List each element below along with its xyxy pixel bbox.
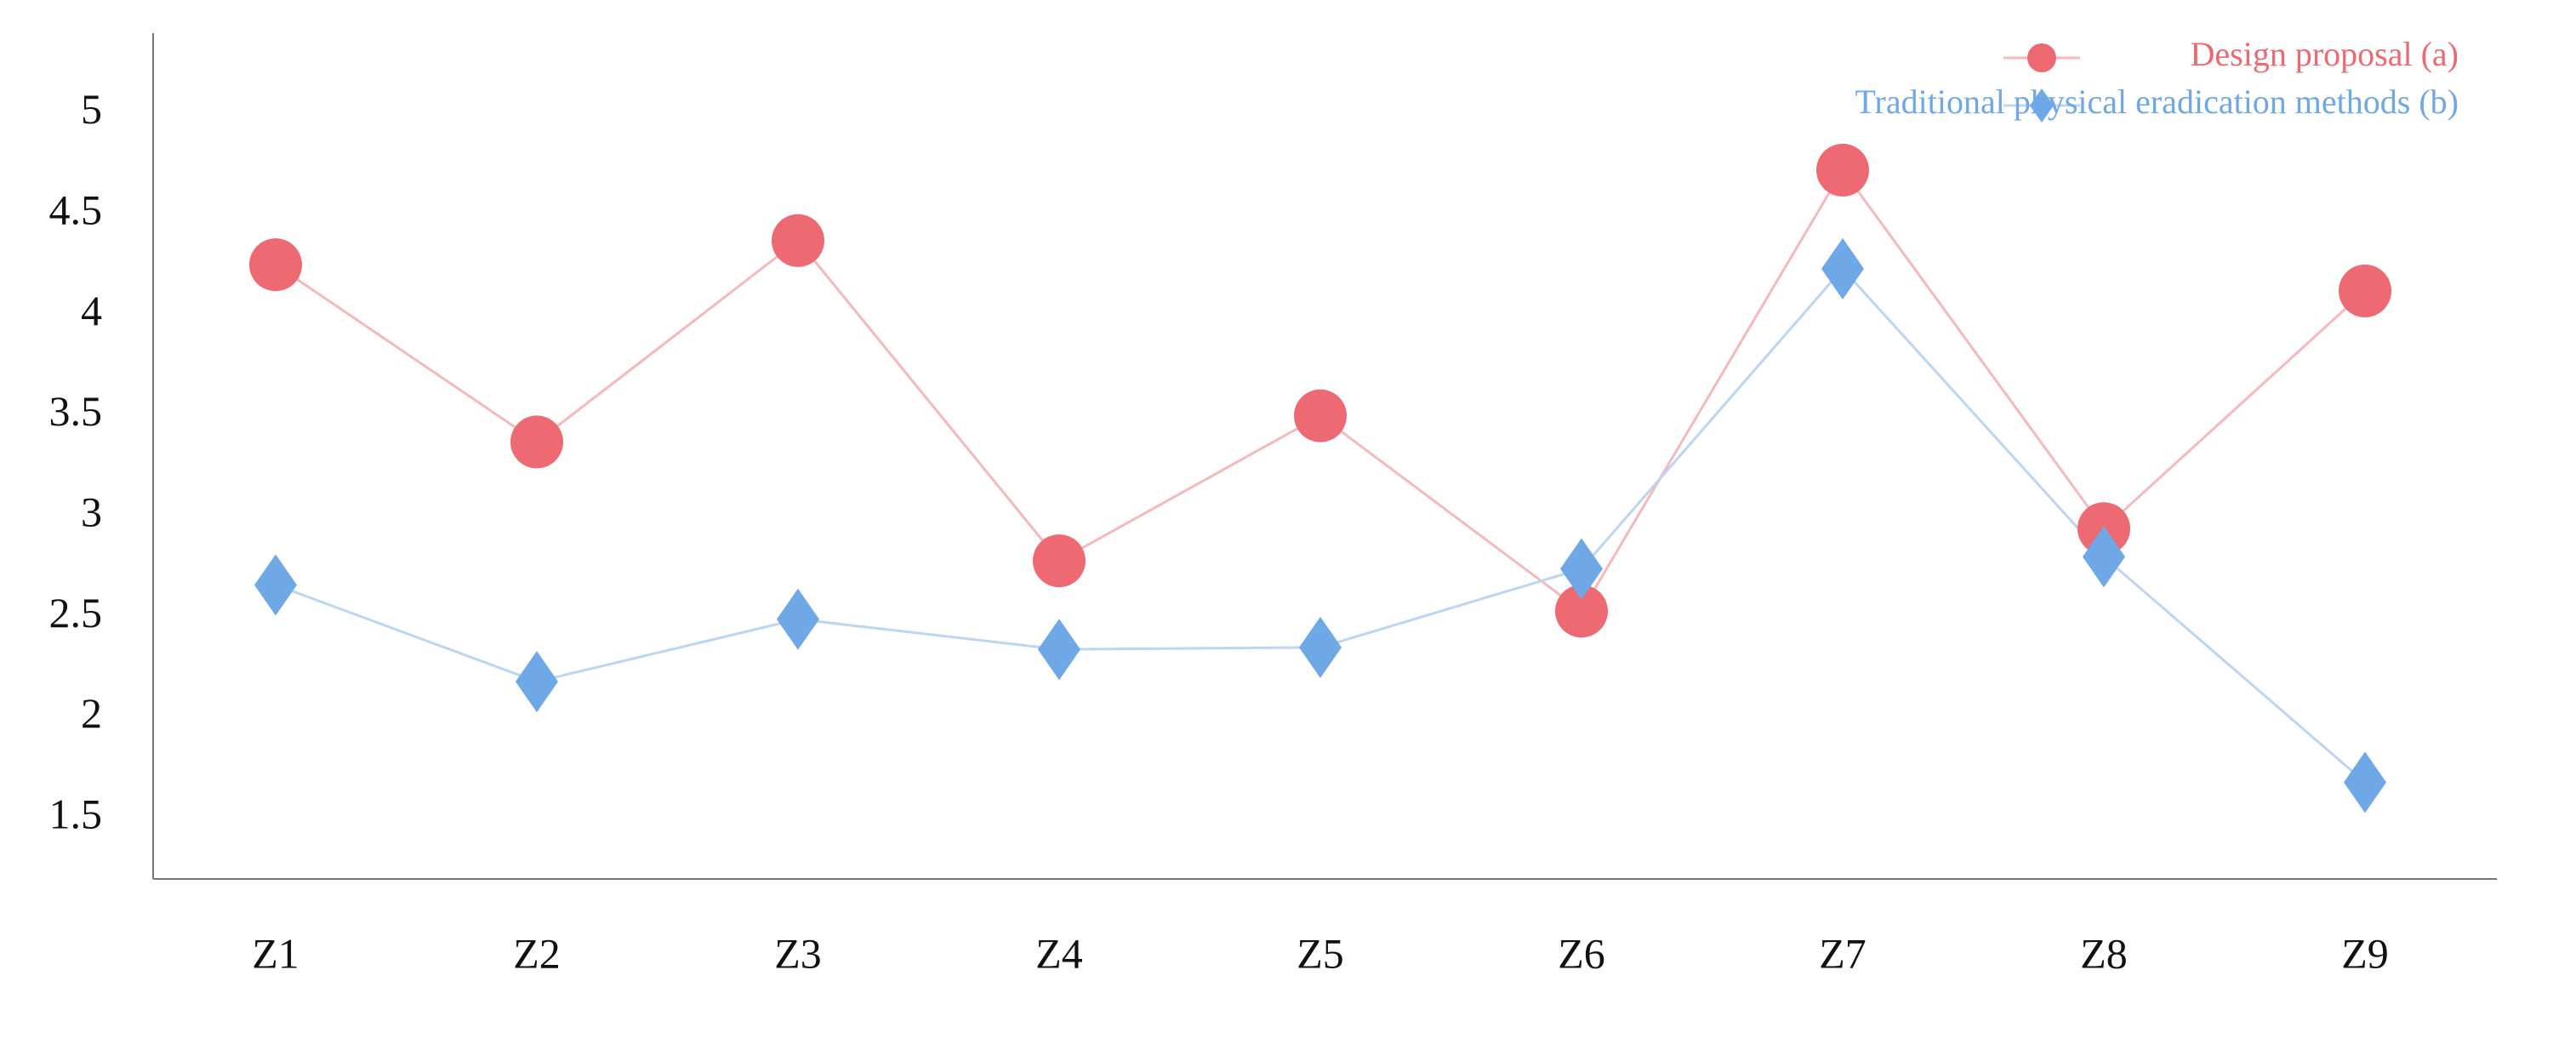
- y-tick-label: 2: [81, 689, 102, 737]
- legend-marker: [2030, 88, 2054, 123]
- point: [2344, 751, 2386, 813]
- x-tick-label: Z1: [252, 929, 299, 977]
- x-tick-label: Z9: [2341, 929, 2389, 977]
- point: [1294, 389, 1347, 442]
- y-tick-label: 2.5: [49, 589, 103, 636]
- y-tick-label: 5: [81, 85, 102, 133]
- x-tick-label: Z5: [1297, 929, 1344, 977]
- point: [1821, 237, 1864, 300]
- point: [777, 588, 819, 650]
- x-tick-label: Z4: [1035, 929, 1083, 977]
- x-tick-label: Z2: [513, 929, 561, 977]
- point: [249, 238, 302, 292]
- x-tick-label: Z3: [774, 929, 822, 977]
- legend-marker: [2027, 43, 2056, 72]
- y-tick-label: 4: [81, 287, 102, 334]
- y-tick-label: 4.5: [49, 185, 103, 233]
- point: [254, 554, 297, 616]
- y-tick-label: 3: [81, 488, 102, 535]
- point: [1560, 538, 1603, 600]
- legend-label: Design proposal (a): [2191, 35, 2459, 73]
- point: [510, 415, 563, 469]
- point: [1816, 143, 1869, 197]
- y-tick-label: 3.5: [49, 387, 103, 435]
- series-line: [275, 266, 2366, 784]
- x-tick-label: Z8: [2080, 929, 2128, 977]
- point: [1555, 585, 1608, 638]
- y-tick-label: 1.5: [49, 790, 103, 837]
- point: [516, 651, 558, 713]
- legend-label: Traditional physical eradication methods…: [1855, 83, 2459, 121]
- x-tick-label: Z7: [1819, 929, 1866, 977]
- point: [1033, 534, 1086, 588]
- point: [2339, 264, 2391, 317]
- point: [1038, 619, 1080, 681]
- x-tick-label: Z6: [1558, 929, 1605, 977]
- point: [772, 214, 824, 267]
- point: [2083, 526, 2125, 588]
- point: [1299, 616, 1342, 678]
